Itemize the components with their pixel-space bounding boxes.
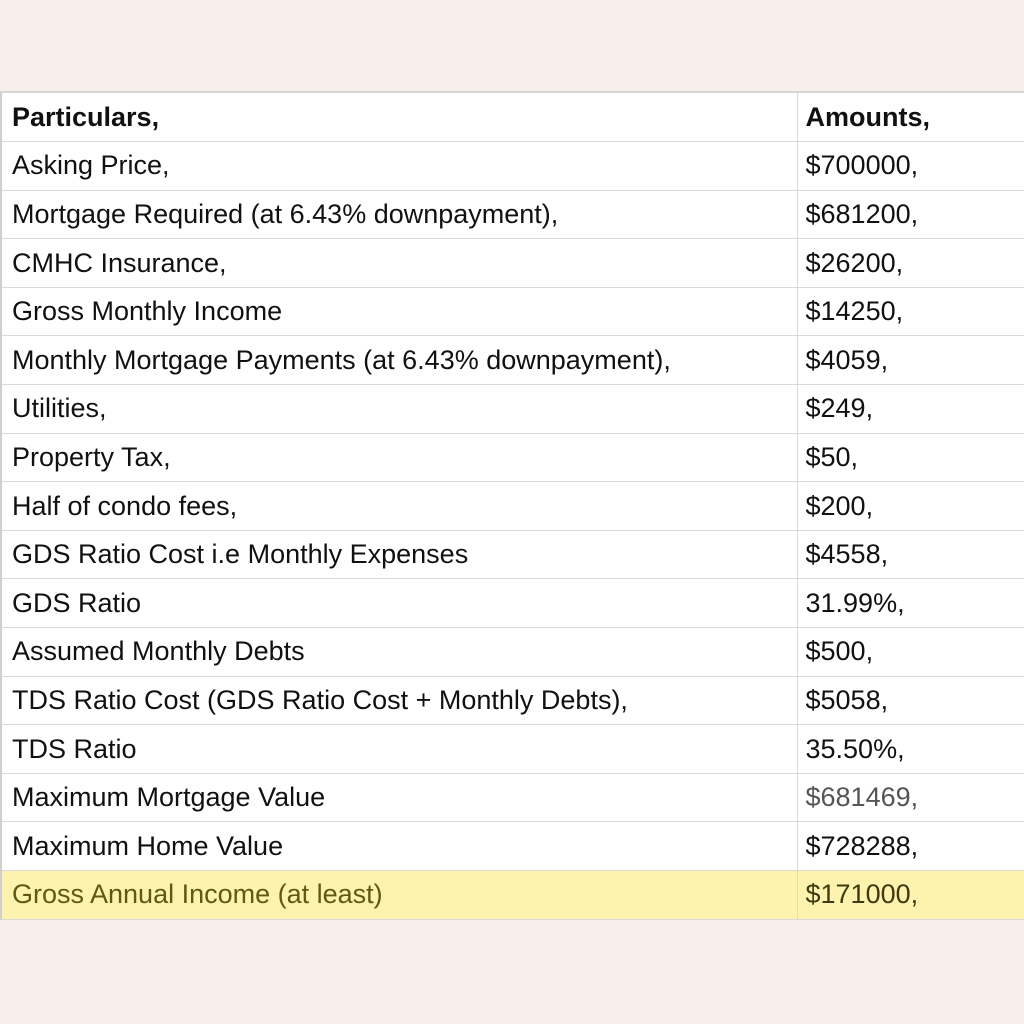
table-row: Asking Price, $700000, [0,141,1024,191]
table-row: Maximum Mortgage Value $681469, [0,773,1024,823]
table-row: Monthly Mortgage Payments (at 6.43% down… [0,335,1024,386]
particular-cell[interactable]: TDS Ratio Cost (GDS Ratio Cost + Monthly… [0,676,798,726]
amount-cell[interactable]: $249, [797,384,1024,434]
particular-cell[interactable]: Mortgage Required (at 6.43% downpayment)… [0,190,798,240]
particular-cell[interactable]: Maximum Mortgage Value [0,773,798,823]
table-row: Mortgage Required (at 6.43% downpayment)… [0,190,1024,240]
particular-cell[interactable]: Assumed Monthly Debts [0,627,798,677]
table-row-highlighted: Gross Annual Income (at least) $171000, [0,870,1024,920]
amount-cell[interactable]: $26200, [797,238,1024,288]
particular-cell[interactable]: GDS Ratio Cost i.e Monthly Expenses [0,530,798,580]
table-row: TDS Ratio 35.50%, [0,724,1024,774]
particular-cell[interactable]: Property Tax, [0,433,798,483]
amount-cell[interactable]: $14250, [797,287,1024,337]
particular-cell[interactable]: TDS Ratio [0,724,798,774]
particular-cell[interactable]: Gross Annual Income (at least) [0,870,798,920]
header-particulars[interactable]: Particulars, [0,93,798,143]
amount-cell[interactable]: $728288, [797,821,1024,871]
table-row: Gross Monthly Income $14250, [0,287,1024,337]
particular-cell[interactable]: Gross Monthly Income [0,287,798,337]
amount-cell[interactable]: $4059, [797,335,1024,386]
amount-cell[interactable]: $50, [797,433,1024,483]
amount-cell[interactable]: $700000, [797,141,1024,191]
particular-cell[interactable]: Maximum Home Value [0,821,798,871]
particular-cell[interactable]: CMHC Insurance, [0,238,798,288]
particular-cell[interactable]: GDS Ratio [0,578,798,629]
table-row: TDS Ratio Cost (GDS Ratio Cost + Monthly… [0,676,1024,726]
table-row: Utilities, $249, [0,384,1024,434]
particular-cell[interactable]: Half of condo fees, [0,481,798,531]
amount-cell[interactable]: $500, [797,627,1024,677]
spreadsheet-table-container: Particulars, Amounts, Asking Price, $700… [0,91,1024,920]
particular-cell[interactable]: Monthly Mortgage Payments (at 6.43% down… [0,335,798,386]
amount-cell[interactable]: $5058, [797,676,1024,726]
amount-cell[interactable]: $200, [797,481,1024,531]
amount-cell[interactable]: $681469, [797,773,1024,823]
amount-cell[interactable]: 31.99%, [797,578,1024,629]
table-row: Property Tax, $50, [0,433,1024,483]
header-amounts[interactable]: Amounts, [797,93,1024,143]
table-row: GDS Ratio Cost i.e Monthly Expenses $455… [0,530,1024,580]
table-row: Maximum Home Value $728288, [0,821,1024,871]
table-header-row: Particulars, Amounts, [0,93,1024,143]
table-row: GDS Ratio 31.99%, [0,578,1024,629]
particular-cell[interactable]: Asking Price, [0,141,798,191]
amount-cell[interactable]: 35.50%, [797,724,1024,774]
amount-cell[interactable]: $681200, [797,190,1024,240]
amount-cell[interactable]: $4558, [797,530,1024,580]
table-row: Assumed Monthly Debts $500, [0,627,1024,677]
table-row: CMHC Insurance, $26200, [0,238,1024,288]
amount-cell[interactable]: $171000, [797,870,1024,920]
table-row: Half of condo fees, $200, [0,481,1024,531]
particular-cell[interactable]: Utilities, [0,384,798,434]
mortgage-affordability-table: Particulars, Amounts, Asking Price, $700… [0,93,1024,920]
